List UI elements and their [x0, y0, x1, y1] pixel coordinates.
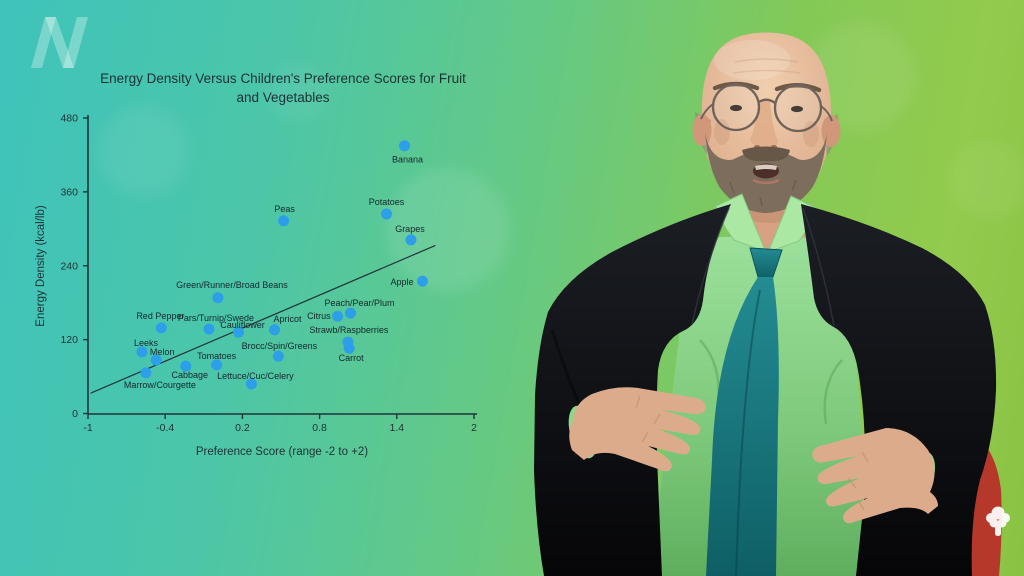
data-point	[272, 350, 284, 362]
data-point	[233, 326, 245, 338]
data-point	[155, 322, 167, 334]
data-point-label: Apricot	[274, 314, 303, 324]
x-tick-label: 2	[471, 422, 477, 434]
data-point	[140, 367, 152, 379]
nutritionfacts-n-logo	[31, 17, 88, 68]
data-point-label: Citrus	[307, 311, 331, 321]
right-eye	[791, 105, 803, 113]
presenter	[534, 32, 1010, 576]
right-lapel-edge	[802, 207, 835, 327]
y-tick-label: 240	[60, 260, 78, 272]
right-hand	[812, 428, 938, 524]
tie	[706, 247, 783, 576]
data-point-label: Red Pepper	[136, 311, 184, 321]
mustache	[742, 146, 790, 162]
y-tick-label: 360	[60, 186, 78, 198]
x-axis-label: Preference Score (range -2 to +2)	[196, 446, 368, 458]
data-point	[245, 378, 257, 390]
data-point-label: Cabbage	[172, 370, 209, 380]
data-point-label: Potatoes	[369, 197, 405, 207]
data-point-label: Peach/Pear/Plum	[324, 298, 394, 308]
data-point	[269, 324, 281, 336]
data-point	[212, 292, 224, 304]
left-ear	[692, 114, 712, 146]
x-tick-label: 1.4	[389, 422, 404, 434]
x-tick-label: 0.2	[235, 422, 250, 434]
data-point	[150, 354, 162, 366]
plot-area: 0 120 240 360 480 -1 -0.4 0.2 0.8 1.4 2 Banana Potat…	[60, 113, 477, 435]
data-point-label: Strawb/Raspberries	[309, 325, 389, 335]
data-point-label: Lettuce/Cuc/Celery	[217, 371, 294, 381]
y-tick-label: 120	[60, 334, 78, 346]
scatter-chart: Energy Density Versus Children's Prefere…	[35, 71, 477, 458]
data-point	[332, 310, 344, 322]
data-point	[278, 215, 290, 227]
data-point-label: Pars/Turnip/Swede	[178, 313, 254, 323]
data-point	[417, 275, 429, 287]
data-point-label: Leeks	[134, 338, 159, 348]
y-tick-label: 0	[72, 408, 78, 420]
head-sheen	[714, 40, 790, 80]
data-point-label: Banana	[392, 155, 423, 165]
data-point	[180, 360, 192, 372]
data-point	[343, 342, 355, 354]
data-point-label: Cauliflower	[220, 320, 265, 330]
left-eye	[730, 104, 742, 112]
data-point-label: Brocc/Spin/Greens	[242, 341, 318, 351]
x-tick-label: 0.8	[312, 422, 327, 434]
chart-title-line2: and Vegetables	[236, 90, 329, 105]
data-point-label: Peas	[274, 204, 295, 214]
chart-title-line1: Energy Density Versus Children's Prefere…	[100, 71, 466, 86]
data-point-label: Marrow/Courgette	[124, 380, 196, 390]
presenter-head	[692, 32, 841, 213]
nose	[750, 100, 778, 151]
data-point-label: Carrot	[339, 353, 365, 363]
x-tick-label: -1	[83, 422, 92, 434]
left-lapel-edge	[691, 207, 730, 325]
y-tick-label: 480	[60, 113, 78, 125]
data-point	[399, 140, 411, 152]
data-point-label: Green/Runner/Broad Beans	[176, 280, 288, 290]
data-point	[405, 234, 417, 246]
broccoli-icon	[986, 506, 1010, 536]
left-hand	[569, 387, 706, 472]
data-point	[211, 359, 223, 371]
data-point-label: Tomatoes	[197, 351, 237, 361]
data-point	[381, 208, 393, 220]
data-point	[344, 307, 356, 319]
data-point	[136, 346, 148, 358]
data-point	[203, 323, 215, 335]
data-point-label: Melon	[150, 347, 175, 357]
x-tick-label: -0.4	[156, 422, 174, 434]
data-point-label: Grapes	[395, 224, 425, 234]
data-point-label: Apple	[391, 277, 414, 287]
y-axis-label: Energy Density (kcal/lb)	[35, 205, 47, 327]
glasses	[700, 82, 833, 133]
